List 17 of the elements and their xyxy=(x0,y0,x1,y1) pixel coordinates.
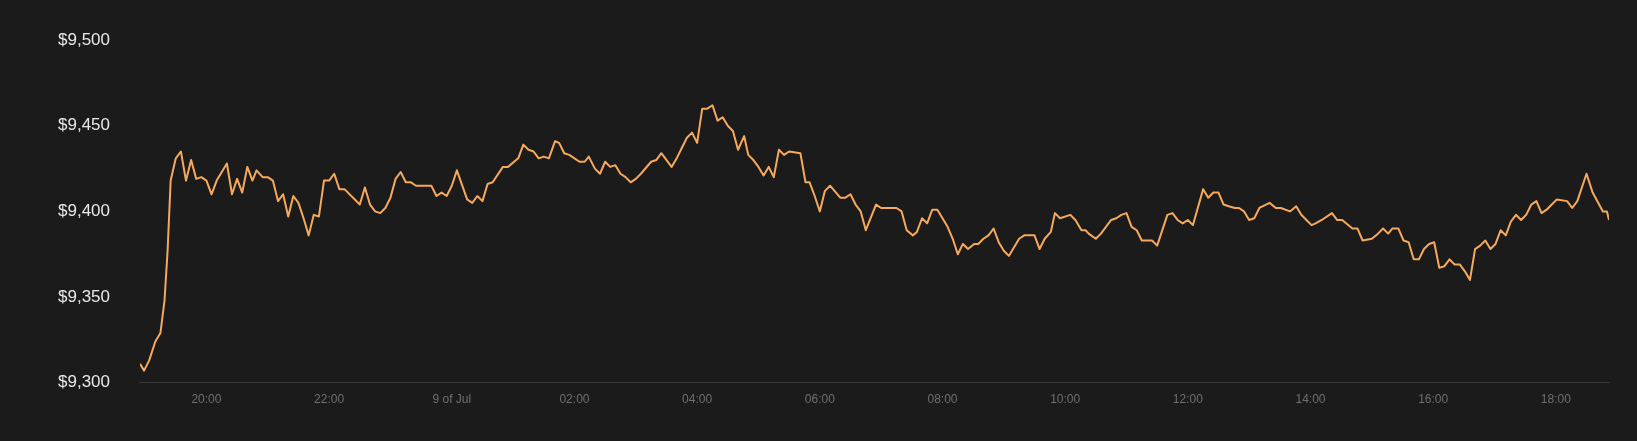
y-tick-label: $9,500 xyxy=(58,29,110,49)
x-tick-label: 02:00 xyxy=(559,392,590,407)
y-tick-label: $9,450 xyxy=(58,115,110,135)
x-tick-label: 10:00 xyxy=(1050,392,1081,407)
x-tick-label: 20:00 xyxy=(191,392,222,407)
x-tick-label: 22:00 xyxy=(314,392,345,407)
x-tick-label: 18:00 xyxy=(1540,392,1572,407)
x-tick-label: 12:00 xyxy=(1172,392,1204,407)
x-tick-label: 04:00 xyxy=(682,392,713,407)
x-tick-label: 08:00 xyxy=(927,392,958,407)
y-tick-label: $9,300 xyxy=(58,372,110,392)
y-tick-label: $9,350 xyxy=(58,286,110,306)
x-tick-label: 9 of Jul xyxy=(432,392,472,407)
x-tick-label: 16:00 xyxy=(1418,392,1449,407)
y-tick-label: $9,400 xyxy=(58,201,110,221)
x-tick-label: 14:00 xyxy=(1295,392,1326,407)
x-tick-label: 06:00 xyxy=(804,392,836,407)
